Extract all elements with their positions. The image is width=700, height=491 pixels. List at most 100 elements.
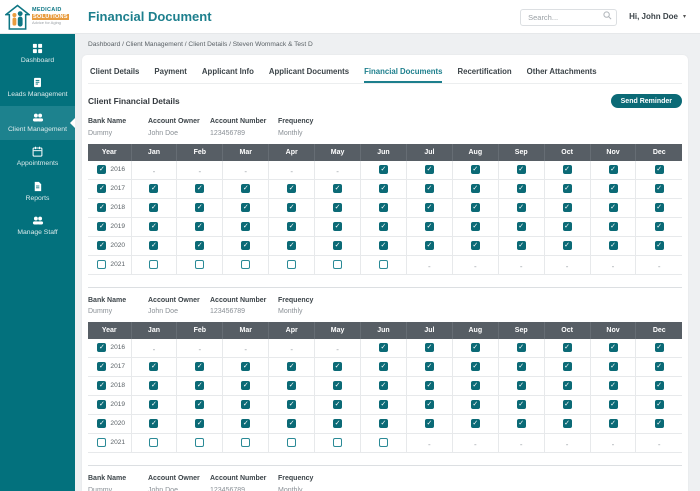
month-checkbox[interactable]: ✓ [378, 381, 388, 391]
month-checkbox[interactable]: ✓ [470, 183, 480, 193]
month-checkbox[interactable]: ✓ [241, 202, 251, 212]
year-checkbox[interactable]: ✓ [97, 202, 107, 212]
month-checkbox[interactable]: ✓ [516, 362, 526, 372]
month-checkbox[interactable]: ✓ [470, 202, 480, 212]
month-checkbox[interactable] [378, 438, 388, 448]
month-checkbox[interactable]: ✓ [562, 343, 572, 353]
month-checkbox[interactable]: ✓ [470, 221, 480, 231]
tab-applicant-info[interactable]: Applicant Info [201, 67, 254, 76]
month-checkbox[interactable]: ✓ [470, 240, 480, 250]
month-checkbox[interactable]: ✓ [424, 183, 434, 193]
month-checkbox[interactable]: ✓ [516, 240, 526, 250]
month-checkbox[interactable]: ✓ [608, 202, 618, 212]
tab-recertification[interactable]: Recertification [457, 67, 512, 76]
month-checkbox[interactable]: ✓ [333, 400, 343, 410]
month-checkbox[interactable]: ✓ [608, 400, 618, 410]
month-checkbox[interactable]: ✓ [516, 419, 526, 429]
month-checkbox[interactable]: ✓ [149, 381, 159, 391]
month-checkbox[interactable]: ✓ [149, 183, 159, 193]
month-checkbox[interactable] [333, 259, 343, 269]
month-checkbox[interactable]: ✓ [562, 400, 572, 410]
month-checkbox[interactable]: ✓ [654, 240, 664, 250]
year-checkbox[interactable]: ✓ [97, 183, 107, 193]
month-checkbox[interactable]: ✓ [516, 400, 526, 410]
month-checkbox[interactable]: ✓ [424, 343, 434, 353]
month-checkbox[interactable]: ✓ [195, 202, 205, 212]
month-checkbox[interactable]: ✓ [608, 183, 618, 193]
year-checkbox[interactable]: ✓ [97, 381, 107, 391]
month-checkbox[interactable]: ✓ [287, 362, 297, 372]
month-checkbox[interactable]: ✓ [562, 381, 572, 391]
month-checkbox[interactable]: ✓ [378, 202, 388, 212]
month-checkbox[interactable]: ✓ [516, 343, 526, 353]
month-checkbox[interactable]: ✓ [424, 362, 434, 372]
month-checkbox[interactable]: ✓ [378, 400, 388, 410]
month-checkbox[interactable]: ✓ [424, 202, 434, 212]
month-checkbox[interactable]: ✓ [424, 419, 434, 429]
month-checkbox[interactable]: ✓ [608, 419, 618, 429]
month-checkbox[interactable]: ✓ [241, 183, 251, 193]
month-checkbox[interactable]: ✓ [241, 381, 251, 391]
month-checkbox[interactable]: ✓ [424, 240, 434, 250]
month-checkbox[interactable]: ✓ [195, 240, 205, 250]
year-checkbox[interactable]: ✓ [97, 164, 107, 174]
tab-other-attachments[interactable]: Other Attachments [526, 67, 597, 76]
month-checkbox[interactable]: ✓ [149, 400, 159, 410]
month-checkbox[interactable]: ✓ [149, 362, 159, 372]
month-checkbox[interactable]: ✓ [562, 202, 572, 212]
month-checkbox[interactable] [241, 259, 251, 269]
month-checkbox[interactable]: ✓ [378, 240, 388, 250]
month-checkbox[interactable]: ✓ [241, 400, 251, 410]
month-checkbox[interactable] [241, 438, 251, 448]
month-checkbox[interactable]: ✓ [287, 183, 297, 193]
month-checkbox[interactable]: ✓ [516, 183, 526, 193]
month-checkbox[interactable]: ✓ [333, 381, 343, 391]
month-checkbox[interactable]: ✓ [149, 419, 159, 429]
tab-financial-documents[interactable]: Financial Documents [364, 65, 443, 83]
month-checkbox[interactable]: ✓ [195, 400, 205, 410]
month-checkbox[interactable]: ✓ [608, 362, 618, 372]
month-checkbox[interactable]: ✓ [241, 419, 251, 429]
month-checkbox[interactable]: ✓ [287, 202, 297, 212]
sidebar-item-leads-management[interactable]: Leads Management [0, 71, 75, 105]
app-logo[interactable]: MEDICAID SOLUTIONS Advice for Aging [0, 3, 75, 30]
sidebar-item-appointments[interactable]: Appointments [0, 140, 75, 174]
month-checkbox[interactable]: ✓ [378, 343, 388, 353]
month-checkbox[interactable]: ✓ [470, 362, 480, 372]
month-checkbox[interactable]: ✓ [470, 419, 480, 429]
month-checkbox[interactable] [149, 438, 159, 448]
sidebar-item-reports[interactable]: Reports [0, 175, 75, 209]
user-menu[interactable]: Hi, John Doe ▾ [629, 12, 686, 21]
month-checkbox[interactable]: ✓ [562, 221, 572, 231]
month-checkbox[interactable]: ✓ [562, 419, 572, 429]
month-checkbox[interactable]: ✓ [424, 164, 434, 174]
month-checkbox[interactable] [195, 438, 205, 448]
month-checkbox[interactable]: ✓ [287, 419, 297, 429]
month-checkbox[interactable]: ✓ [562, 362, 572, 372]
month-checkbox[interactable]: ✓ [378, 164, 388, 174]
year-checkbox[interactable] [97, 438, 107, 448]
month-checkbox[interactable]: ✓ [241, 362, 251, 372]
month-checkbox[interactable]: ✓ [333, 202, 343, 212]
month-checkbox[interactable]: ✓ [470, 343, 480, 353]
month-checkbox[interactable]: ✓ [378, 362, 388, 372]
month-checkbox[interactable]: ✓ [654, 343, 664, 353]
month-checkbox[interactable]: ✓ [608, 381, 618, 391]
month-checkbox[interactable]: ✓ [424, 221, 434, 231]
month-checkbox[interactable] [149, 259, 159, 269]
search-input[interactable] [520, 9, 618, 26]
month-checkbox[interactable]: ✓ [654, 381, 664, 391]
month-checkbox[interactable]: ✓ [149, 202, 159, 212]
month-checkbox[interactable]: ✓ [424, 400, 434, 410]
month-checkbox[interactable]: ✓ [562, 164, 572, 174]
month-checkbox[interactable]: ✓ [149, 240, 159, 250]
month-checkbox[interactable]: ✓ [333, 240, 343, 250]
month-checkbox[interactable]: ✓ [195, 183, 205, 193]
sidebar-item-dashboard[interactable]: Dashboard [0, 37, 75, 71]
breadcrumb[interactable]: Dashboard / Client Management / Client D… [88, 41, 313, 48]
month-checkbox[interactable]: ✓ [516, 202, 526, 212]
month-checkbox[interactable] [333, 438, 343, 448]
search-icon[interactable] [603, 11, 612, 20]
month-checkbox[interactable]: ✓ [424, 381, 434, 391]
month-checkbox[interactable]: ✓ [333, 362, 343, 372]
